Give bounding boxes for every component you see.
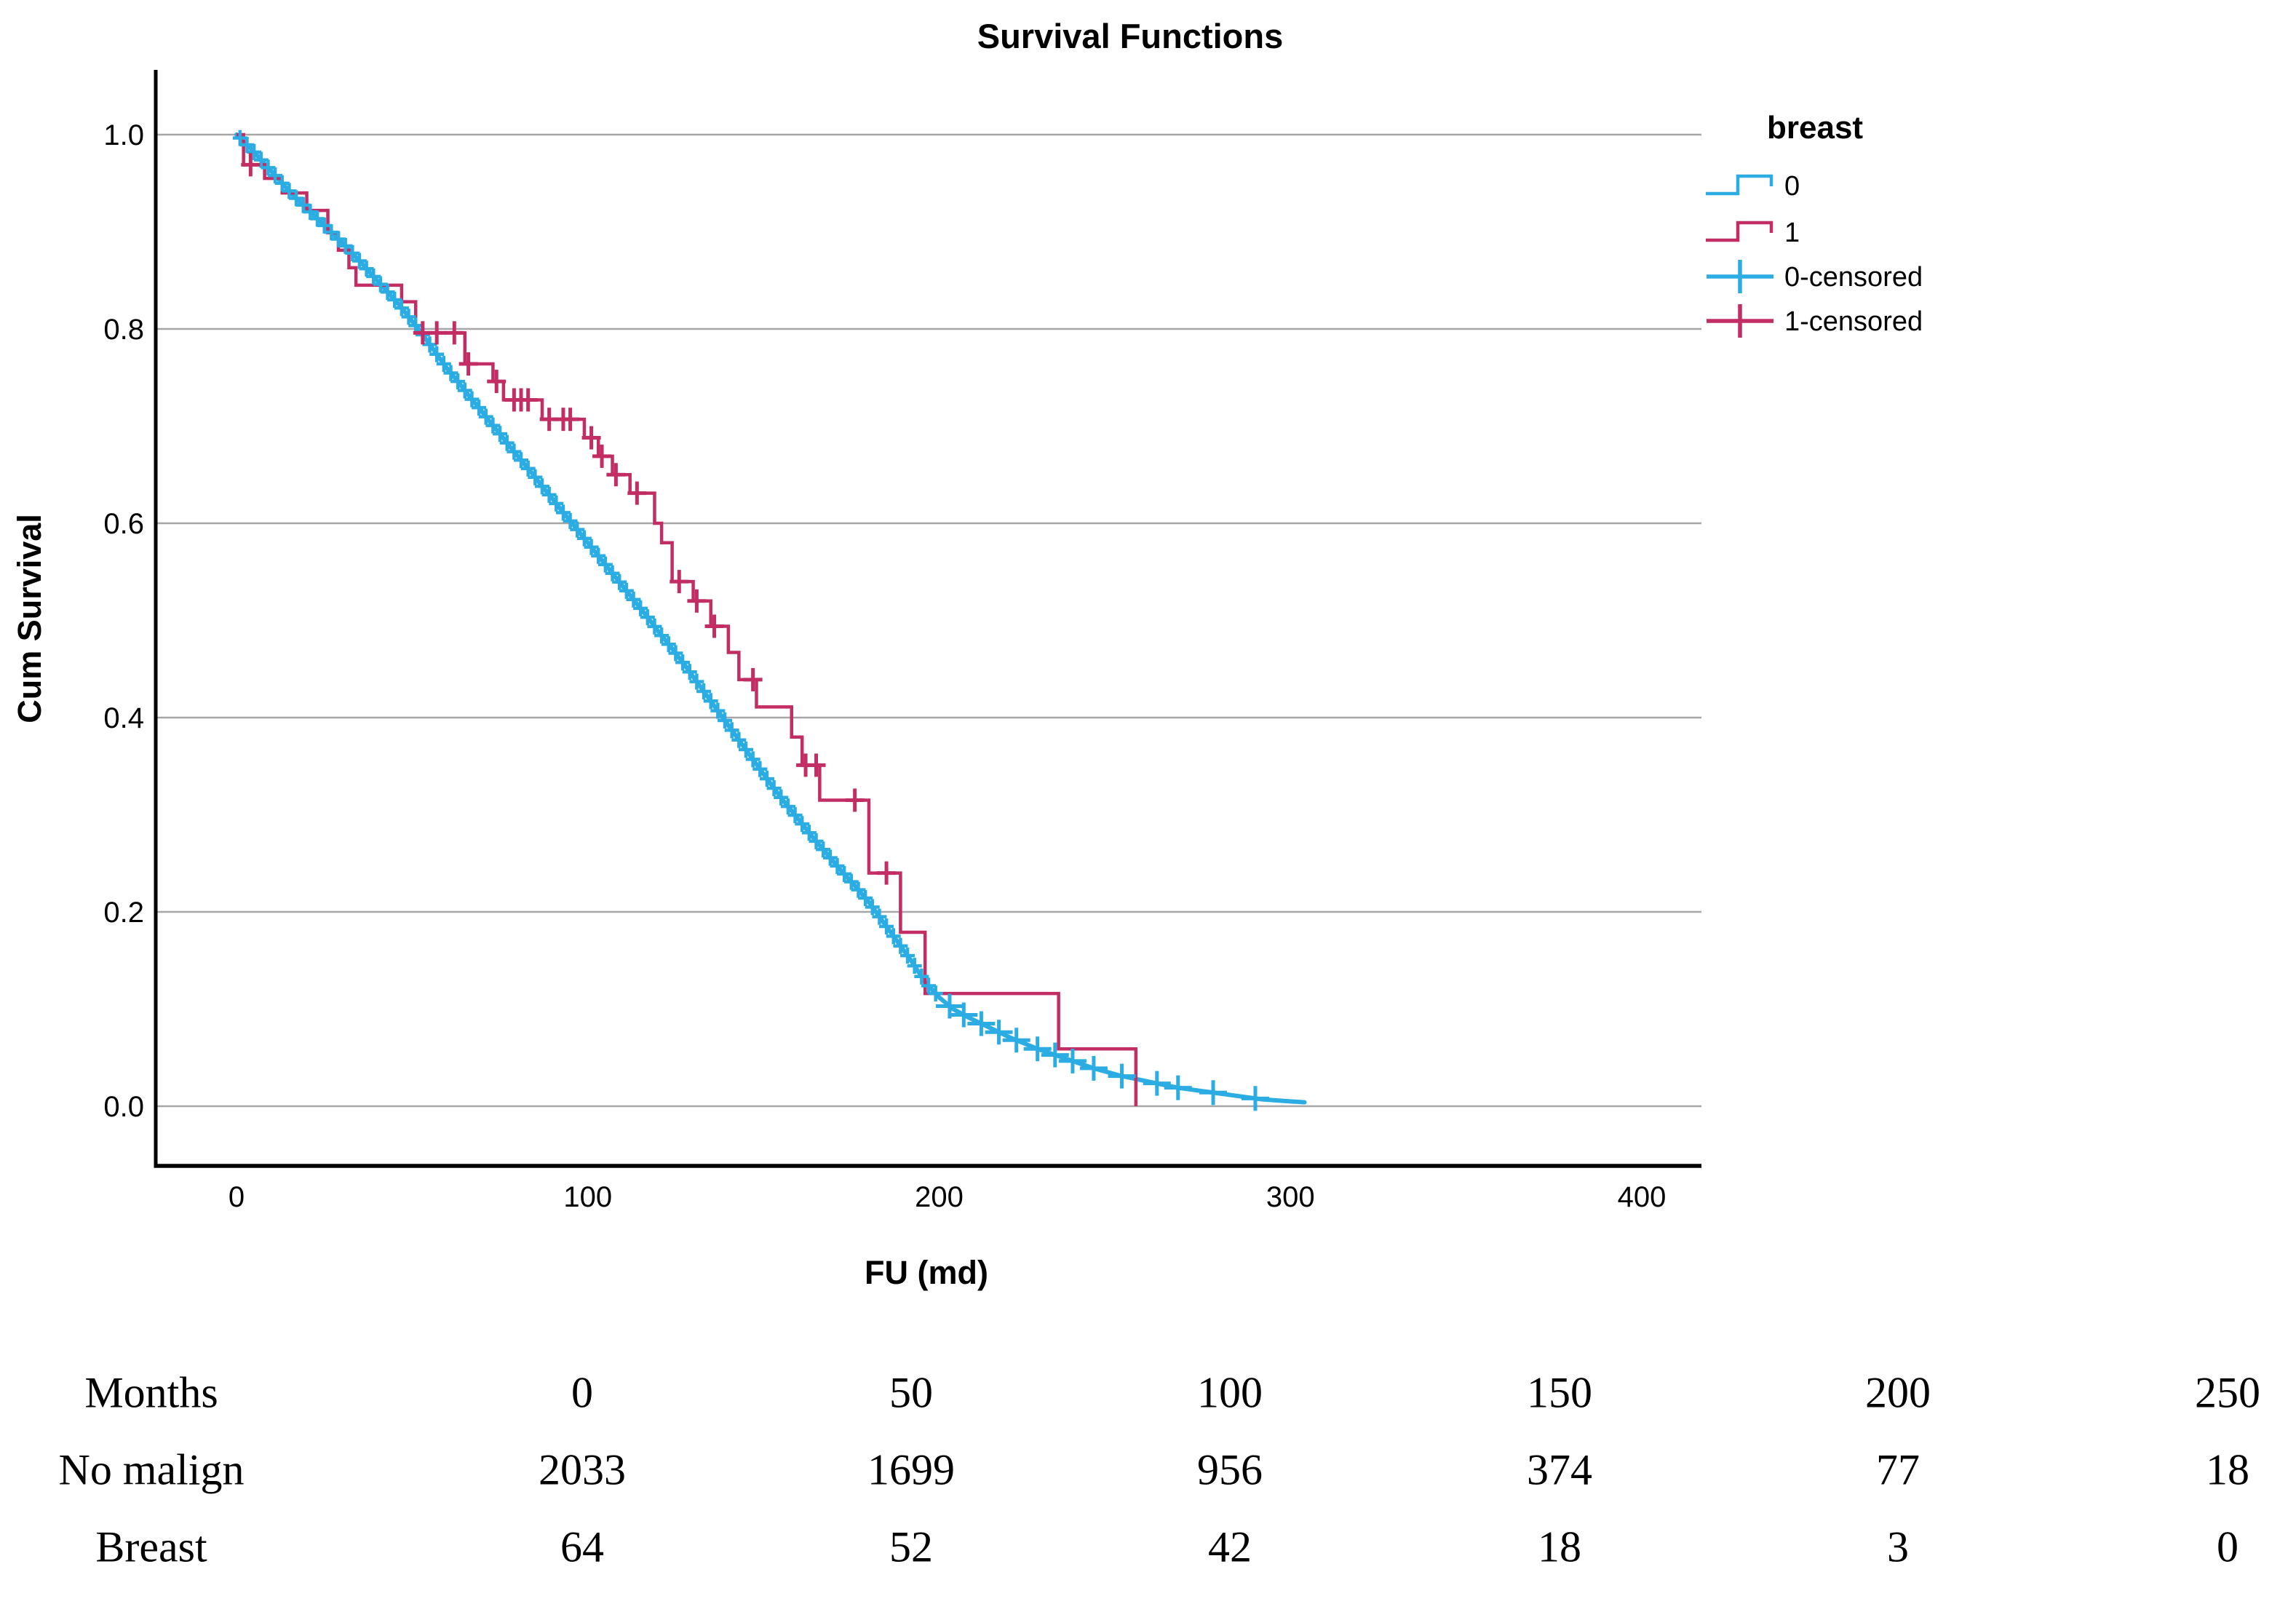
legend-title: breast xyxy=(1767,110,1863,146)
risk-table-cell: 42 xyxy=(1208,1522,1252,1571)
risk-table-cell: 956 xyxy=(1197,1445,1263,1494)
legend-label-0: 0 xyxy=(1784,171,1800,202)
x-axis-title: FU (md) xyxy=(865,1254,988,1291)
legend-line-sample xyxy=(1706,221,1773,242)
y-axis-title: Cum Survival xyxy=(11,514,48,723)
curve-no-malign xyxy=(234,132,1307,1105)
risk-table-cell: 2033 xyxy=(539,1445,626,1494)
risk-table-cell: 100 xyxy=(1197,1368,1263,1417)
survival-chart: 1.0 0.8 0.6 0.4 0.2 0.0 0 100 200 300 400 Survival… xyxy=(11,17,1923,1291)
y-tick-label: 0.0 xyxy=(103,1091,144,1123)
x-tick-label: 100 xyxy=(563,1181,612,1213)
risk-table-cell: 18 xyxy=(1538,1522,1581,1571)
x-tick-label: 400 xyxy=(1618,1181,1667,1213)
risk-table-cell: 50 xyxy=(889,1368,933,1417)
risk-table-cell: 150 xyxy=(1527,1368,1592,1417)
risk-table-cell: 18 xyxy=(2206,1445,2249,1494)
risk-table-row-label: Breast xyxy=(95,1522,207,1571)
risk-table-cell: 0 xyxy=(2217,1522,2239,1571)
risk-table-cell: 374 xyxy=(1527,1445,1592,1494)
y-tick-label: 1.0 xyxy=(103,119,144,151)
axes xyxy=(154,70,1701,1168)
risk-table-cell: 3 xyxy=(1887,1522,1909,1571)
legend-label-1: 1 xyxy=(1784,218,1800,248)
x-tick-label: 300 xyxy=(1266,1181,1315,1213)
risk-table-row-label: No malign xyxy=(58,1445,245,1494)
curve-breast xyxy=(237,132,1138,1106)
legend-label-0-censored: 0-censored xyxy=(1784,262,1923,293)
x-tick-label: 0 xyxy=(229,1181,245,1213)
gridlines xyxy=(156,133,1701,1108)
risk-table-row-label: Months xyxy=(84,1368,218,1417)
tick-labels: 1.0 0.8 0.6 0.4 0.2 0.0 0 100 200 300 400 xyxy=(103,119,1666,1213)
legend-label-1-censored: 1-censored xyxy=(1784,306,1923,337)
y-tick-label: 0.6 xyxy=(103,508,144,540)
risk-table-cell: 1699 xyxy=(867,1445,955,1494)
series-curves xyxy=(234,132,1307,1106)
risk-table-cell: 250 xyxy=(2195,1368,2260,1417)
risk-table-cell: 64 xyxy=(560,1522,604,1571)
y-tick-label: 0.4 xyxy=(103,702,144,734)
legend-symbols xyxy=(1706,174,1773,338)
risk-table-cell: 52 xyxy=(889,1522,933,1571)
risk-table-cell: 0 xyxy=(571,1368,593,1417)
y-tick-label: 0.8 xyxy=(103,314,144,346)
legend-line-sample xyxy=(1706,174,1773,196)
chart-title: Survival Functions xyxy=(977,17,1283,55)
censor-marks xyxy=(232,130,1269,1111)
risk-table-cell: 200 xyxy=(1865,1368,1931,1417)
y-tick-label: 0.2 xyxy=(103,897,144,929)
x-tick-label: 200 xyxy=(915,1181,964,1213)
risk-table-cell: 77 xyxy=(1876,1445,1920,1494)
